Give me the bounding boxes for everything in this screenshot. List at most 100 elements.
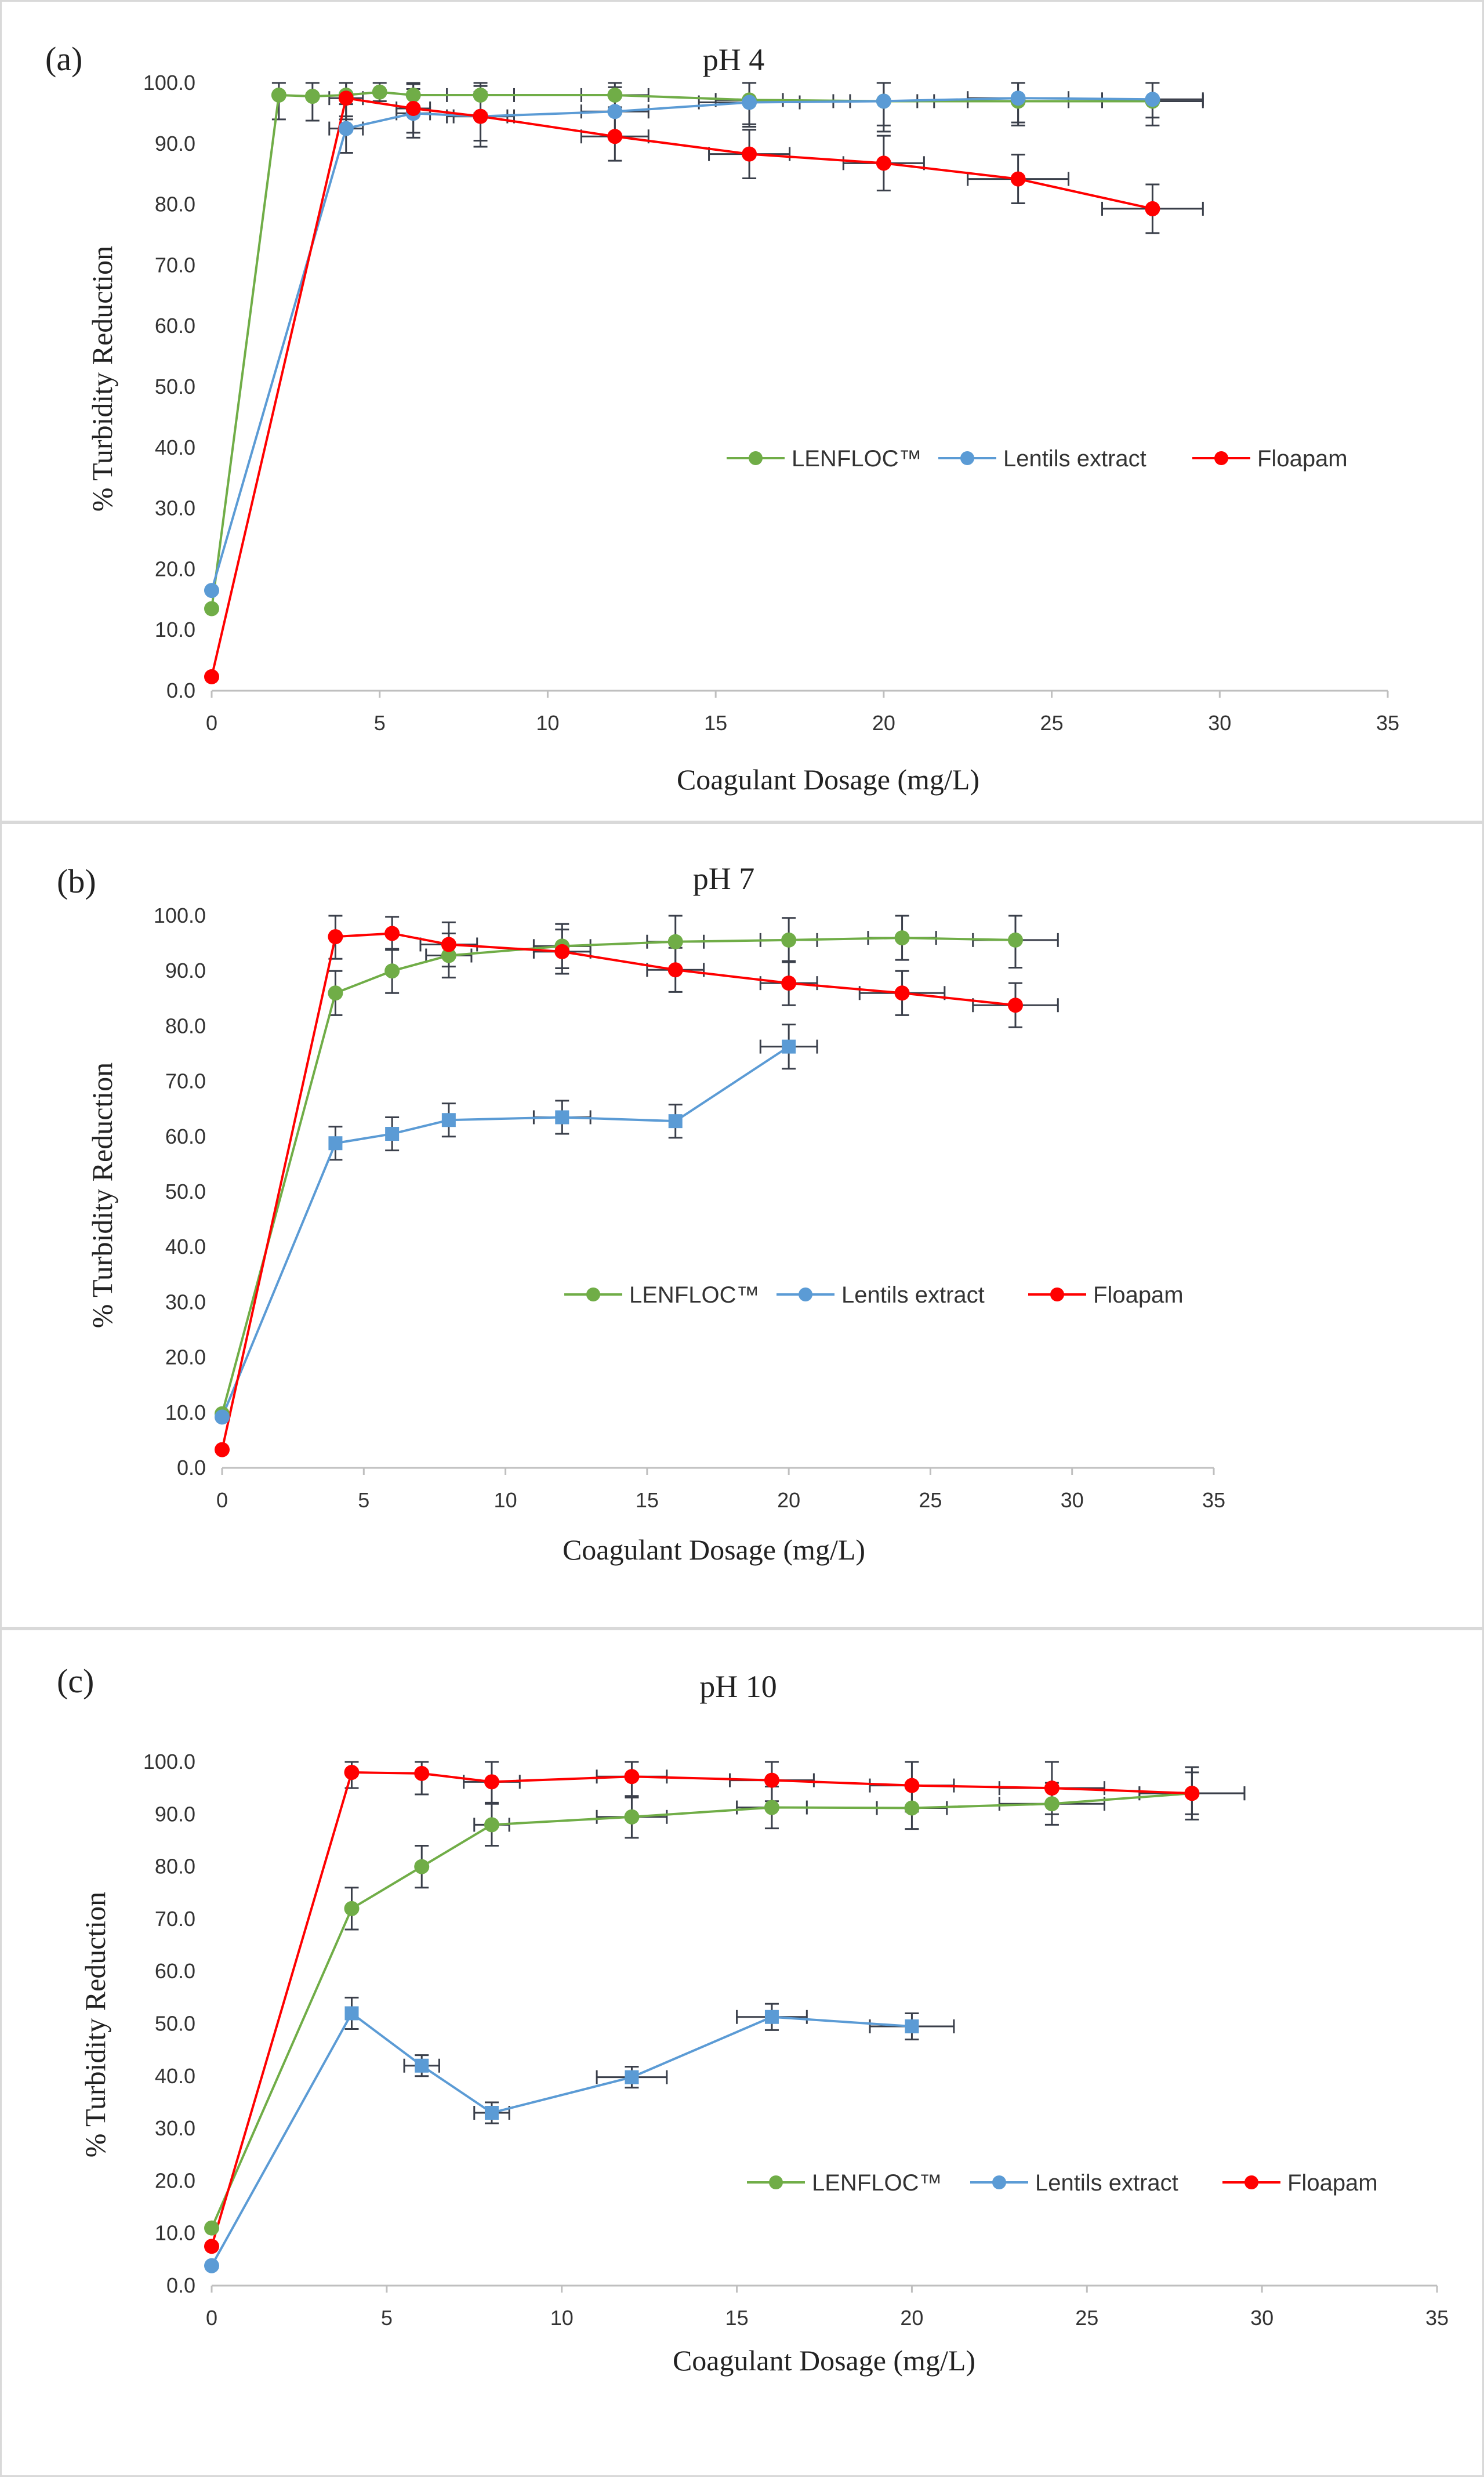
y-tick-label: 30.0 [155,496,195,520]
x-tick-label: 0 [216,1488,228,1512]
data-point [764,1772,779,1788]
y-axis-label: % Turbidity Reduction [86,1062,118,1328]
y-tick-label: 50.0 [165,1180,206,1203]
chart-title: pH 7 [693,861,755,896]
chart-svg: (b) pH 7 0.0 10.0 20.0 30.0 40.0 50.0 60.0 70.0 80… [57,861,1225,1566]
x-tick-label: 25 [1075,2306,1098,2330]
data-point [764,2010,779,2024]
data-point [204,583,219,599]
x-tick-label: 35 [1425,2306,1449,2330]
y-tick-label: 20.0 [165,1346,206,1369]
y-tick-label: 100.0 [154,904,206,927]
data-point [1145,201,1160,216]
data-point [414,1859,430,1874]
data-point [484,2106,499,2120]
series-line [211,1792,1192,2229]
data-point [344,1901,360,1916]
data-point [667,934,683,949]
data-point [1184,1786,1200,1801]
y-tick-label: 0.0 [166,2273,195,2297]
y-tick-label: 10.0 [155,618,195,641]
x-tick-label: 30 [1250,2306,1273,2330]
error-bars [328,82,1204,154]
data-point [742,95,757,110]
data-point [781,932,797,948]
x-tick-label: 35 [1376,711,1399,735]
legend-marker [1244,2175,1258,2189]
data-point [441,1113,456,1127]
y-tick-label: 60.0 [155,1959,195,1983]
y-tick-label: 100.0 [143,1750,195,1774]
x-tick-label: 10 [536,711,559,735]
y-tick-label: 90.0 [155,1802,195,1826]
legend-marker [586,1288,600,1301]
data-point [624,1809,640,1825]
data-point [344,1765,360,1780]
x-tick-label: 30 [1061,1488,1084,1512]
legend-label: LENFLOC™ [792,446,922,472]
x-tick-label: 25 [919,1488,942,1512]
legend-marker [1214,451,1228,465]
data-point [385,1127,400,1141]
chart-svg: (c) pH 10 0.0 10.0 20.0 30.0 40.0 50.0 60.0 70.0 8… [57,1662,1449,2377]
data-point [344,2006,359,2021]
y-axis-label: % Turbidity Reduction [86,246,118,512]
data-point [473,87,488,103]
legend-marker [1050,1288,1064,1301]
x-tick-label: 5 [381,2306,393,2330]
legend-marker [769,2175,783,2189]
y-tick-label: 60.0 [165,1125,206,1148]
error-bars [344,1996,955,2124]
data-point [215,1409,230,1425]
x-tick-label: 5 [358,1488,369,1512]
data-point [555,1110,569,1125]
data-point [1008,932,1023,948]
data-point [384,926,400,941]
data-point [204,2258,219,2273]
data-point [215,1442,230,1457]
data-point [607,87,623,103]
y-tick-label: 80.0 [155,193,195,216]
series-line [221,932,1016,1450]
y-tick-label: 30.0 [155,2116,195,2140]
y-tick-label: 50.0 [155,375,195,398]
y-tick-label: 50.0 [155,2012,195,2036]
data-point [625,2070,639,2084]
data-point [384,963,400,979]
legend-marker [960,451,974,465]
data-point [372,84,387,100]
data-point [764,1800,779,1815]
series-line [211,90,1153,609]
data-point [271,87,286,103]
panel-label: (c) [57,1662,94,1700]
data-point [1010,90,1026,106]
y-tick-label: 10.0 [165,1401,206,1424]
panel-label: (b) [57,862,96,900]
y-tick-label: 90.0 [165,959,206,982]
x-tick-label: 15 [725,2306,749,2330]
data-point [473,108,488,124]
data-point [204,669,219,684]
x-tick-label: 10 [550,2306,574,2330]
data-point [1145,92,1160,107]
data-point [904,1800,920,1816]
data-point [414,1765,430,1781]
data-point [441,948,456,963]
y-tick-label: 90.0 [155,132,195,155]
data-point [328,929,343,945]
y-tick-label: 70.0 [165,1069,206,1093]
x-tick-label: 5 [374,711,386,735]
y-tick-label: 0.0 [166,679,195,702]
series-line [211,2011,912,2266]
legend-label: Lentils extract [1003,446,1146,472]
data-point [328,1136,343,1151]
y-tick-label: 30.0 [165,1290,206,1314]
legend-marker [799,1288,812,1301]
x-tick-label: 30 [1208,711,1231,735]
y-tick-label: 20.0 [155,557,195,581]
data-point [1008,998,1023,1013]
data-point [904,1778,920,1793]
y-tick-label: 70.0 [155,253,195,277]
data-point [905,2019,919,2034]
legend-label: Floapam [1093,1282,1184,1308]
